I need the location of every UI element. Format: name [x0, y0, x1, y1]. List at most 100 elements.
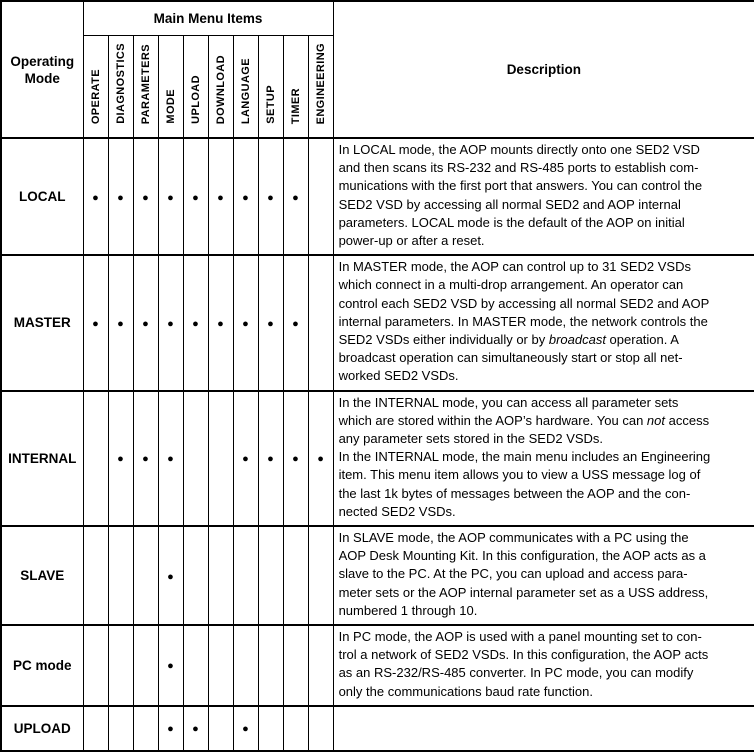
- bullet-dot-icon: ●: [117, 191, 124, 204]
- menu-cell-language: [232, 624, 259, 707]
- menu-column-label: UPLOAD: [189, 75, 202, 124]
- menu-cell-parameters: ●: [132, 389, 159, 527]
- mode-label: SLAVE: [0, 525, 84, 626]
- menu-cell-parameters: [132, 624, 159, 707]
- description-cell: [332, 704, 754, 752]
- main-menu-items-header: Main Menu Items: [82, 0, 334, 36]
- bullet-dot-icon: ●: [92, 317, 99, 330]
- bullet-dot-icon: ●: [92, 191, 99, 204]
- row-internal: INTERNAL ● ● ● ● ● ● ● In the INTERNAL mode, you…: [0, 389, 754, 527]
- menu-column-header-parameters: PARAMETERS: [132, 34, 159, 139]
- mode-label: UPLOAD: [0, 704, 84, 752]
- bullet-dot-icon: ●: [142, 191, 149, 204]
- menu-cell-language: ●: [232, 136, 259, 256]
- menu-cell-diagnostics: [107, 624, 134, 707]
- menu-column-label: OPERATE: [89, 68, 102, 124]
- bullet-dot-icon: ●: [167, 660, 174, 673]
- description-cell: In PC mode, the AOP is used with a panel…: [332, 624, 754, 707]
- bullet-dot-icon: ●: [242, 317, 249, 330]
- menu-cell-operate: ●: [82, 254, 109, 392]
- menu-column-label: LANGUAGE: [239, 57, 252, 124]
- menu-cell-download: [207, 389, 234, 527]
- bullet-dot-icon: ●: [192, 191, 199, 204]
- bullet-dot-icon: ●: [117, 317, 124, 330]
- menu-cell-engineering: [307, 624, 334, 707]
- menu-cell-operate: [82, 389, 109, 527]
- menu-cell-mode: ●: [157, 254, 184, 392]
- menu-column-header-operate: OPERATE: [82, 34, 109, 139]
- bullet-dot-icon: ●: [117, 453, 124, 466]
- bullet-dot-icon: ●: [242, 723, 249, 736]
- menu-columns-row: OPERATE DIAGNOSTICS PARAMETERS MODE UPLOAD DO…: [1, 34, 754, 139]
- menu-cell-setup: [257, 624, 284, 707]
- menu-cell-parameters: [132, 704, 159, 752]
- menu-column-label: DOWNLOAD: [214, 54, 227, 124]
- menu-cell-mode: ●: [157, 704, 184, 752]
- bullet-dot-icon: ●: [217, 191, 224, 204]
- menu-cell-engineering: [307, 136, 334, 256]
- menu-cell-diagnostics: [107, 525, 134, 626]
- menu-cell-upload: ●: [182, 704, 209, 752]
- bullet-dot-icon: ●: [167, 453, 174, 466]
- row-pc-mode: PC mode ● In PC mode, the AOP is used with…: [0, 624, 754, 707]
- description-cell: In SLAVE mode, the AOP communicates with…: [332, 525, 754, 626]
- row-slave: SLAVE ● In SLAVE mode, the AOP communicate…: [0, 525, 754, 626]
- menu-cell-engineering: [307, 254, 334, 392]
- menu-cell-diagnostics: ●: [107, 389, 134, 527]
- menu-column-label: MODE: [164, 89, 177, 124]
- menu-cell-setup: ●: [257, 389, 284, 527]
- menu-cell-language: [232, 525, 259, 626]
- bullet-dot-icon: ●: [267, 317, 274, 330]
- row-upload: UPLOAD ● ● ●: [0, 704, 754, 752]
- menu-cell-engineering: ●: [307, 389, 334, 527]
- menu-cell-language: ●: [232, 704, 259, 752]
- menu-cell-operate: [82, 525, 109, 626]
- menu-cell-setup: ●: [257, 136, 284, 256]
- menu-cell-upload: ●: [182, 136, 209, 256]
- menu-cell-engineering: [307, 525, 334, 626]
- menu-cell-diagnostics: ●: [107, 254, 134, 392]
- menu-cell-upload: [182, 525, 209, 626]
- description-cell: In LOCAL mode, the AOP mounts directly o…: [332, 136, 754, 256]
- bullet-dot-icon: ●: [142, 317, 149, 330]
- bullet-dot-icon: ●: [317, 453, 324, 466]
- menu-cell-download: [207, 704, 234, 752]
- menu-column-header-engineering: ENGINEERING: [307, 34, 334, 139]
- mode-label: LOCAL: [0, 136, 84, 256]
- menu-cell-upload: [182, 624, 209, 707]
- bullet-dot-icon: ●: [292, 453, 299, 466]
- menu-cell-timer: [282, 704, 309, 752]
- menu-cell-mode: ●: [157, 136, 184, 256]
- bullet-dot-icon: ●: [242, 453, 249, 466]
- menu-cell-setup: [257, 525, 284, 626]
- menu-cell-timer: [282, 624, 309, 707]
- menu-column-label: DIAGNOSTICS: [114, 43, 127, 124]
- menu-cell-timer: [282, 525, 309, 626]
- menu-column-header-mode: MODE: [157, 34, 184, 139]
- menu-column-header-download: DOWNLOAD: [207, 34, 234, 139]
- bullet-dot-icon: ●: [167, 317, 174, 330]
- menu-cell-setup: ●: [257, 254, 284, 392]
- menu-column-header-setup: SETUP: [257, 34, 284, 139]
- menu-cell-mode: ●: [157, 389, 184, 527]
- mode-label: MASTER: [0, 254, 84, 392]
- row-local: LOCAL ● ● ● ● ● ● ● ● ● In LOCAL mode, the AOP mou…: [0, 136, 754, 256]
- description-cell: In MASTER mode, the AOP can control up t…: [332, 254, 754, 392]
- bullet-dot-icon: ●: [292, 191, 299, 204]
- mode-label: INTERNAL: [0, 389, 84, 527]
- menu-cell-download: ●: [207, 136, 234, 256]
- menu-cell-timer: ●: [282, 136, 309, 256]
- menu-cell-operate: ●: [82, 136, 109, 256]
- bullet-dot-icon: ●: [217, 317, 224, 330]
- menu-column-label: SETUP: [264, 85, 277, 124]
- menu-cell-language: ●: [232, 389, 259, 527]
- menu-cell-setup: [257, 704, 284, 752]
- description-header: Description: [332, 0, 754, 139]
- bullet-dot-icon: ●: [267, 191, 274, 204]
- bullet-dot-icon: ●: [267, 453, 274, 466]
- menu-column-label: ENGINEERING: [314, 42, 327, 124]
- bullet-dot-icon: ●: [242, 191, 249, 204]
- bullet-dot-icon: ●: [167, 570, 174, 583]
